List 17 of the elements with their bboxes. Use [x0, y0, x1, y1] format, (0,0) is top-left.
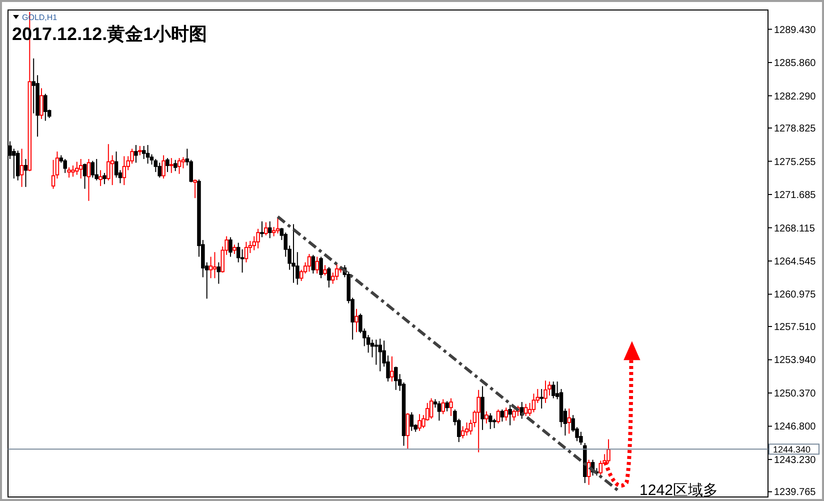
- y-tick-label: 1278.825: [774, 124, 816, 135]
- y-tick-label: 1271.685: [774, 190, 816, 202]
- y-tick-label: 1250.370: [774, 388, 816, 400]
- y-tick-label: 1285.860: [774, 58, 816, 70]
- annotation: 1242区域多: [640, 482, 718, 499]
- y-tick-label: 1264.545: [774, 256, 816, 268]
- y-tick-label: 1260.975: [774, 290, 816, 301]
- y-tick-label: 1268.115: [774, 223, 816, 234]
- y-tick-label: 1257.510: [774, 322, 816, 334]
- y-tick-label: 1282.290: [774, 91, 816, 102]
- y-tick-label: 1239.765: [774, 487, 816, 498]
- y-tick-label: 1253.940: [774, 355, 816, 366]
- y-tick-label: 1275.255: [774, 156, 816, 168]
- y-tick-label: 1289.430: [774, 24, 816, 36]
- y-tick-label: 1243.230: [774, 454, 816, 466]
- ref-line-label: 1244.340: [773, 444, 811, 454]
- y-tick-label: 1246.800: [774, 422, 816, 433]
